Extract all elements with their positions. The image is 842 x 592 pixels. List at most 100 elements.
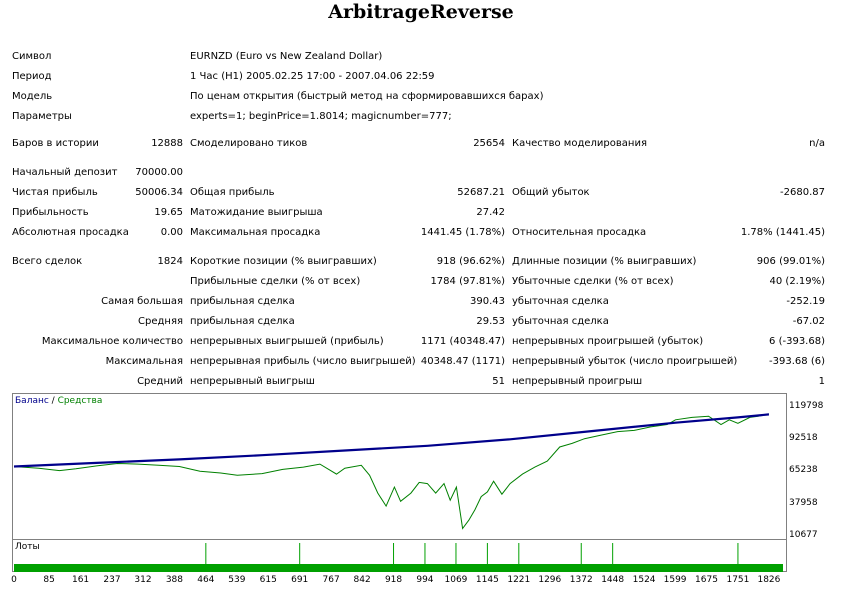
abs-dd-label: Абсолютная просадка <box>12 227 129 238</box>
total-value: 1824 <box>157 256 183 267</box>
equity-line <box>13 413 770 530</box>
profit-trades-label: Прибыльные сделки (% от всех) <box>190 276 361 287</box>
x-tick-label: 918 <box>384 575 403 585</box>
pf-value: 19.65 <box>154 207 183 218</box>
lots-bar <box>14 564 783 572</box>
x-tick-label: 994 <box>416 575 434 585</box>
expected-label: Матожидание выигрыша <box>190 207 323 218</box>
average-loss-label: убыточная сделка <box>512 316 609 327</box>
largest-profit-label: прибыльная сделка <box>190 296 295 307</box>
x-tick-label: 615 <box>259 575 277 585</box>
largest-loss-label: убыточная сделка <box>512 296 609 307</box>
x-tick-label: 1675 <box>695 575 718 585</box>
maxcount-label: Максимальное количество <box>41 336 183 347</box>
x-tick-label: 464 <box>197 575 215 585</box>
x-tick-label: 1372 <box>569 575 593 585</box>
ticks-label: Смоделировано тиков <box>190 138 308 149</box>
avg-cons-label: Средний <box>137 376 183 387</box>
average-profit-label: прибыльная сделка <box>190 316 295 327</box>
long-label: Длинные позиции (% выигравших) <box>512 256 697 267</box>
x-tick-label: 312 <box>134 575 152 585</box>
x-tick-label: 1524 <box>632 575 656 585</box>
rel-dd-label: Относительная просадка <box>512 227 647 238</box>
balance-line <box>13 413 770 468</box>
net-value: 50006.34 <box>135 187 183 198</box>
period-label: Период <box>12 71 52 82</box>
symbol-label: Символ <box>12 51 52 62</box>
deposit-value: 70000.00 <box>135 167 183 178</box>
avg-cons-wins-label: непрерывный выигрыш <box>190 376 315 387</box>
gross-loss-value: -2680.87 <box>780 187 825 198</box>
avg-cons-losses-value: 1 <box>818 376 825 387</box>
avg-cons-losses-label: непрерывный проигрыш <box>512 376 643 387</box>
long-value: 906 (99.01%) <box>756 256 825 267</box>
abs-dd-value: 0.00 <box>160 227 183 238</box>
largest-label: Самая большая <box>101 296 183 307</box>
lots-label: Лоты <box>15 542 40 552</box>
average-loss-value: -67.02 <box>792 316 825 327</box>
bars-label: Баров в истории <box>12 138 99 149</box>
x-tick-label: 0 <box>11 575 17 585</box>
gross-profit-value: 52687.21 <box>457 187 505 198</box>
x-tick-label: 767 <box>322 575 340 585</box>
maxcount-losses-label: непрерывных проигрышей (убыток) <box>512 336 704 347</box>
balance-chart-frame <box>12 393 787 544</box>
loss-trades-value: 40 (2.19%) <box>769 276 825 287</box>
x-tick-label: 1069 <box>444 575 468 585</box>
average-label: Средняя <box>138 316 183 327</box>
maximal-label: Максимальная <box>105 356 183 367</box>
short-value: 918 (96.62%) <box>436 256 505 267</box>
x-tick-label: 1826 <box>757 575 781 585</box>
bars-value: 12888 <box>151 138 183 149</box>
largest-profit-value: 390.43 <box>470 296 505 307</box>
net-label: Чистая прибыль <box>12 187 98 198</box>
quality-label: Качество моделирования <box>512 138 647 149</box>
maxcount-wins-value: 1171 (40348.47) <box>420 336 505 347</box>
profit-trades-value: 1784 (97.81%) <box>430 276 505 287</box>
pf-label: Прибыльность <box>12 207 89 218</box>
symbol-value: EURNZD (Euro vs New Zealand Dollar) <box>190 51 383 62</box>
maxcount-wins-label: непрерывных выигрышей (прибыль) <box>190 336 384 347</box>
x-tick-label: 539 <box>228 575 246 585</box>
quality-value: n/a <box>809 138 825 149</box>
x-tick-label: 1599 <box>663 575 687 585</box>
ticks-value: 25654 <box>473 138 505 149</box>
params-value: experts=1; beginPrice=1.8014; magicnumbe… <box>190 111 452 122</box>
maximal-profit-value: 40348.47 (1171) <box>420 356 505 367</box>
max-dd-value: 1441.45 (1.78%) <box>420 227 505 238</box>
total-label: Всего сделок <box>12 256 83 267</box>
maximal-loss-label: непрерывный убыток (число проигрышей) <box>512 356 738 367</box>
maximal-loss-value: -393.68 (6) <box>769 356 825 367</box>
params-label: Параметры <box>12 111 72 122</box>
short-label: Короткие позиции (% выигравших) <box>190 256 377 267</box>
y-tick-label: 65238 <box>789 465 818 476</box>
report-title: ArbitrageReverse <box>328 1 514 23</box>
x-tick-label: 1145 <box>475 575 499 585</box>
gross-loss-label: Общий убыток <box>512 187 590 198</box>
x-tick-label: 388 <box>165 575 183 585</box>
largest-loss-value: -252.19 <box>786 296 825 307</box>
legend-balance: Баланс <box>15 396 49 406</box>
x-tick-label: 1751 <box>726 575 750 585</box>
legend-separator: / <box>48 396 58 406</box>
loss-trades-label: Убыточные сделки (% от всех) <box>512 276 674 287</box>
average-profit-value: 29.53 <box>476 316 505 327</box>
x-tick-label: 85 <box>43 575 55 585</box>
y-tick-label: 37958 <box>789 497 818 508</box>
x-tick-label: 1448 <box>601 575 625 585</box>
chart-legend: Баланс / Средства <box>15 396 102 406</box>
max-dd-label: Максимальная просадка <box>190 227 321 238</box>
x-tick-label: 237 <box>103 575 121 585</box>
legend-equity: Средства <box>57 396 103 406</box>
model-value: По ценам открытия (быстрый метод на сфор… <box>190 91 544 102</box>
y-tick-label: 119798 <box>789 401 824 411</box>
x-tick-label: 1296 <box>538 575 562 585</box>
expected-value: 27.42 <box>476 207 505 218</box>
maxcount-losses-value: 6 (-393.68) <box>769 336 825 347</box>
x-tick-label: 161 <box>71 575 90 585</box>
gross-profit-label: Общая прибыль <box>190 187 275 198</box>
deposit-label: Начальный депозит <box>12 167 118 178</box>
period-value: 1 Час (H1) 2005.02.25 17:00 - 2007.04.06… <box>190 71 435 82</box>
avg-cons-wins-value: 51 <box>492 376 505 387</box>
